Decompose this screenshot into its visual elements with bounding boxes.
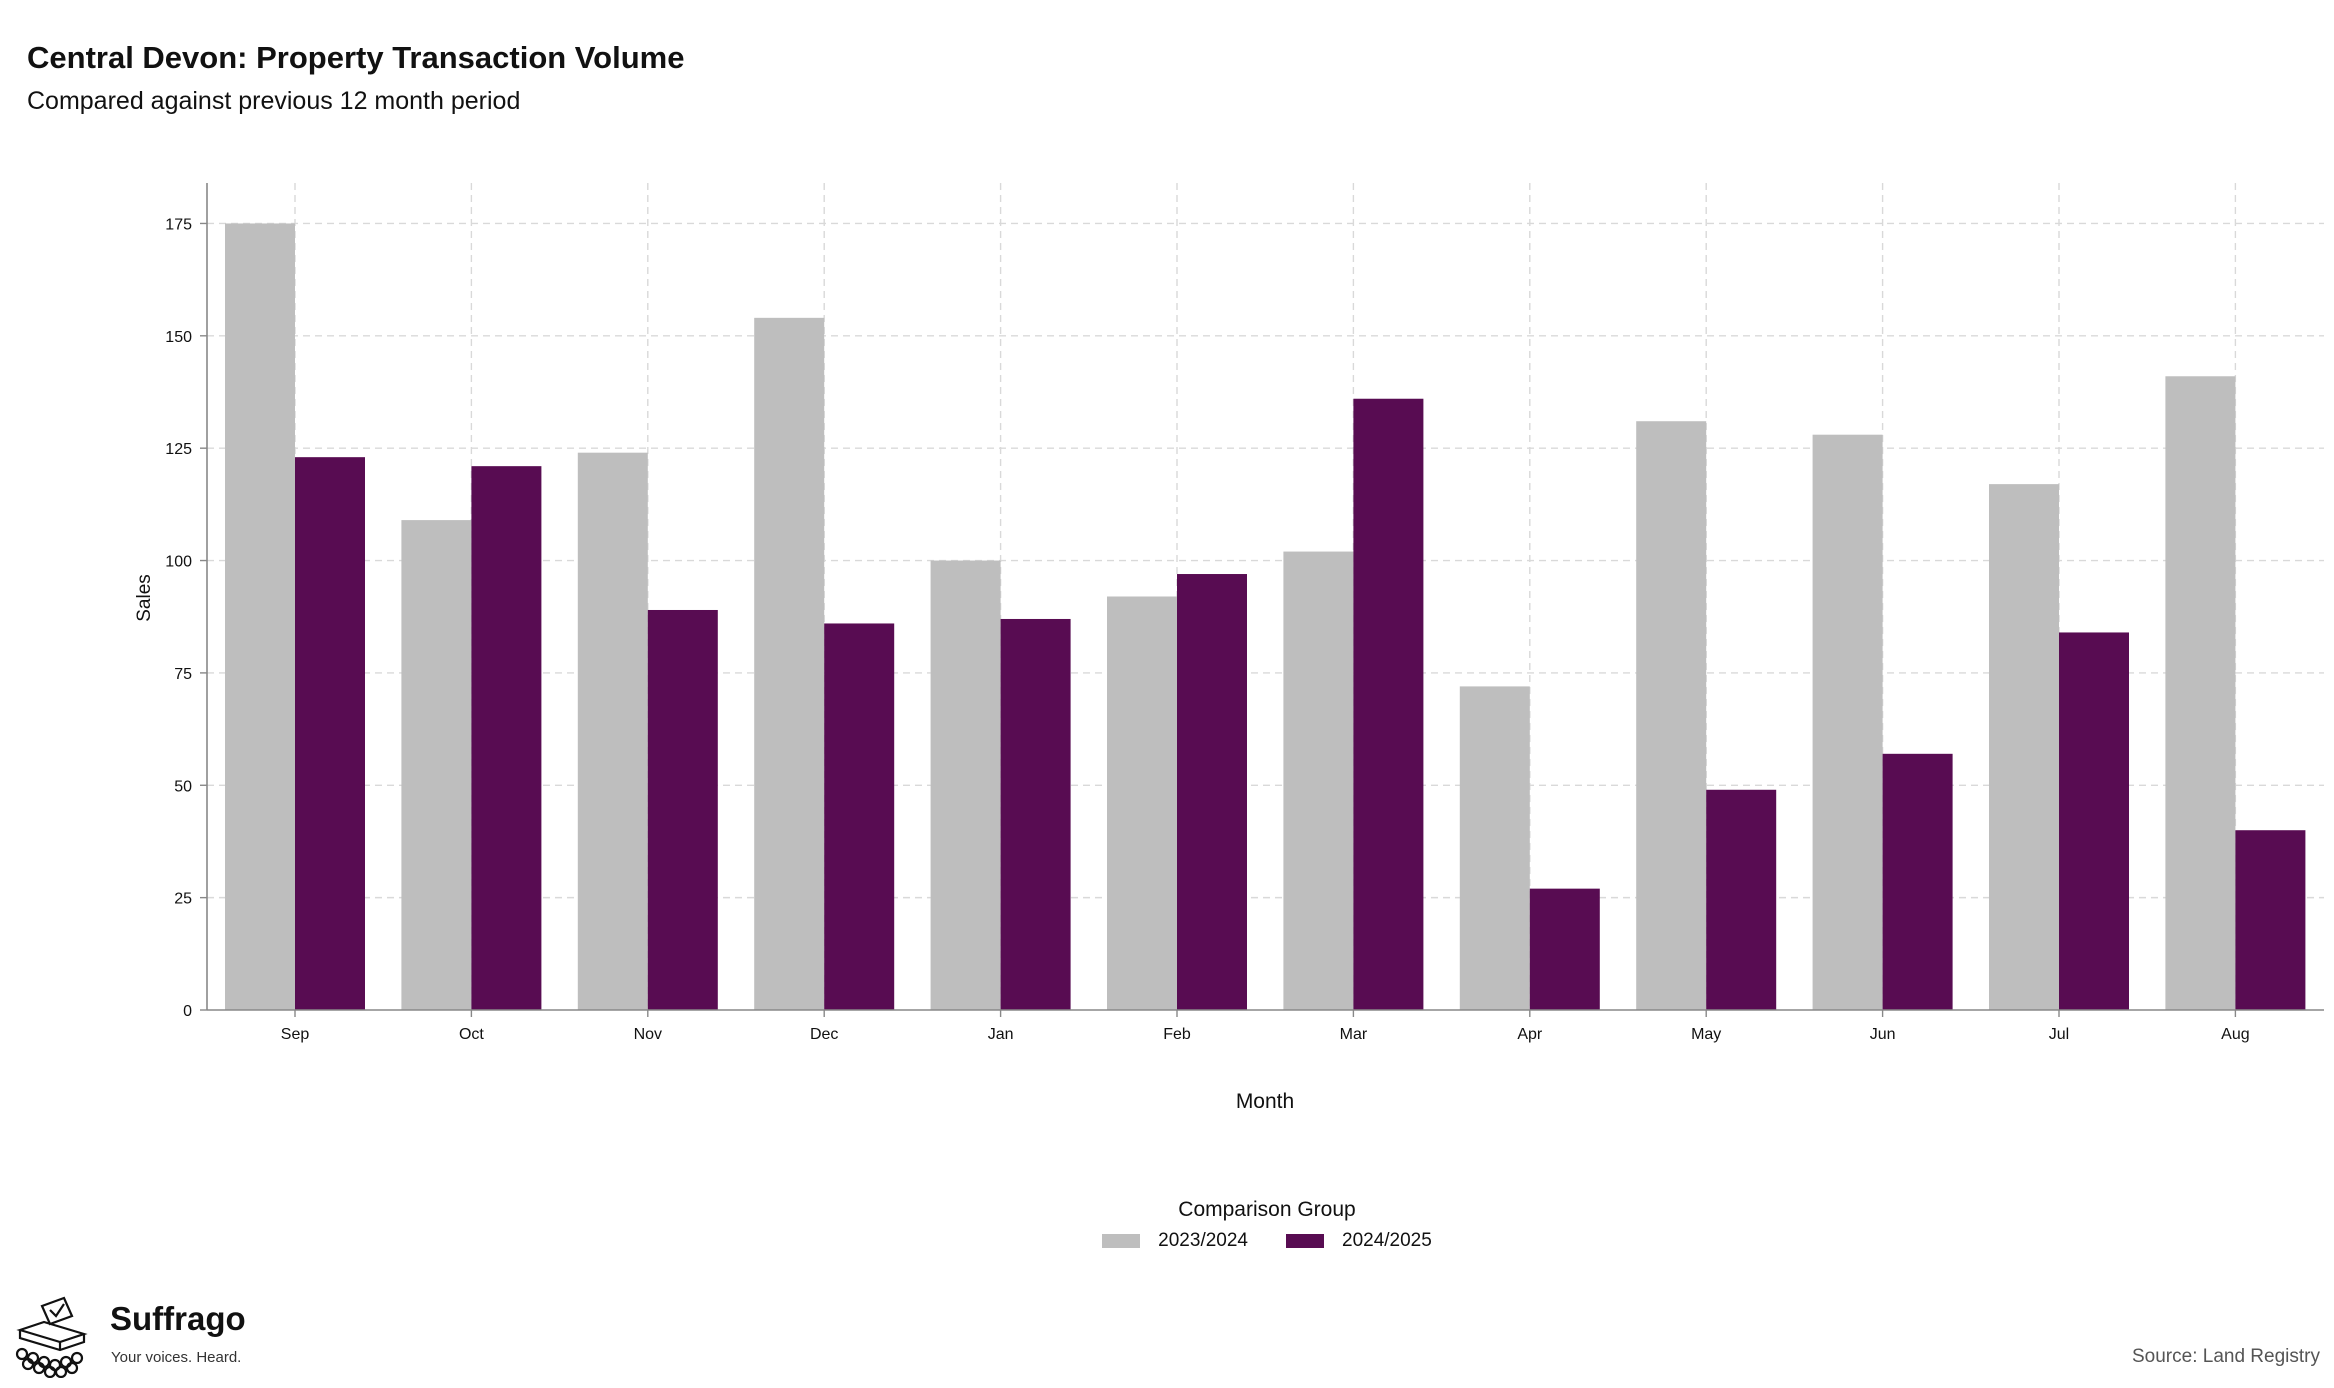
chart-title: Central Devon: Property Transaction Volu… — [27, 40, 685, 75]
bar-2023-2024-mar — [1283, 551, 1354, 1010]
bar-2024-2025-mar — [1353, 398, 1424, 1010]
x-tick-label-jan: Jan — [988, 1026, 1014, 1043]
legend-items: 2023/2024 2024/2025 — [200, 1230, 2334, 1252]
y-tick-label: 25 — [174, 891, 192, 908]
x-tick-label-apr: Apr — [1517, 1026, 1543, 1043]
bar-2024-2025-nov — [647, 609, 718, 1010]
bar-2023-2024-feb — [1107, 596, 1177, 1010]
legend: Comparison Group 2023/2024 2024/2025 — [0, 1198, 2334, 1252]
x-tick-label-oct: Oct — [459, 1026, 484, 1043]
source-note: Source: Land Registry — [2132, 1346, 2320, 1367]
bar-2024-2025-oct — [471, 466, 542, 1011]
y-tick-label: 0 — [183, 1003, 192, 1020]
bar-2024-2025-sep — [295, 457, 365, 1011]
y-tick-label: 150 — [165, 329, 192, 346]
legend-label: 2023/2024 — [1158, 1230, 1248, 1251]
x-tick-label-jun: Jun — [1870, 1026, 1896, 1043]
brand-name: Suffrago — [110, 1300, 246, 1337]
bar-2024-2025-feb — [1177, 574, 1247, 1010]
y-tick-label: 100 — [165, 554, 192, 571]
bar-2023-2024-jan — [930, 560, 1001, 1010]
bar-2023-2024-jun — [1812, 434, 1883, 1010]
bar-2024-2025-dec — [824, 623, 895, 1010]
x-tick-label-mar: Mar — [1340, 1026, 1368, 1043]
legend-label: 2024/2025 — [1342, 1230, 1432, 1251]
chart-subtitle: Compared against previous 12 month perio… — [27, 87, 521, 115]
x-tick-label-nov: Nov — [634, 1026, 662, 1043]
y-axis-title: Sales — [134, 574, 155, 622]
x-tick-label-sep: Sep — [281, 1026, 310, 1043]
x-tick-label-aug: Aug — [2221, 1026, 2249, 1043]
bar-2023-2024-aug — [2165, 376, 2236, 1010]
legend-item: 2023/2024 — [1102, 1230, 1248, 1252]
bar-2023-2024-nov — [577, 452, 648, 1010]
bar-2024-2025-jun — [1882, 753, 1953, 1010]
x-tick-label-jul: Jul — [2049, 1026, 2069, 1043]
x-tick-label-may: May — [1691, 1026, 1721, 1043]
legend-item: 2024/2025 — [1286, 1230, 1432, 1252]
suffrago-logo-icon — [15, 1296, 88, 1378]
brand-tagline: Your voices. Heard. — [111, 1349, 242, 1366]
bar-2023-2024-oct — [401, 520, 472, 1010]
legend-swatch — [1102, 1234, 1141, 1248]
x-tick-label-feb: Feb — [1163, 1026, 1191, 1043]
bar-2023-2024-jul — [1989, 484, 2059, 1010]
bar-2023-2024-may — [1636, 421, 1707, 1011]
y-tick-label: 175 — [165, 216, 192, 233]
bar-2024-2025-aug — [2235, 830, 2306, 1010]
bar-chart: 0 25 50 75 100 125 150 175 Sep Oct Nov Dec Jan Feb Mar… — [134, 183, 2324, 1113]
bar-2023-2024-apr — [1459, 686, 1530, 1010]
x-axis-title: Month — [1236, 1090, 1294, 1113]
y-tick-label: 125 — [165, 441, 192, 458]
bar-2024-2025-apr — [1529, 888, 1600, 1010]
legend-swatch — [1286, 1234, 1324, 1248]
legend-title: Comparison Group — [1178, 1198, 1356, 1221]
bar-2023-2024-dec — [754, 317, 825, 1011]
bar-2023-2024-sep — [225, 223, 295, 1011]
bar-2024-2025-jul — [2059, 632, 2129, 1010]
y-tick-label: 50 — [174, 778, 192, 795]
bar-2024-2025-jan — [1000, 618, 1071, 1010]
bar-2024-2025-may — [1706, 789, 1777, 1010]
x-tick-label-dec: Dec — [810, 1026, 838, 1043]
y-tick-label: 75 — [174, 666, 192, 683]
